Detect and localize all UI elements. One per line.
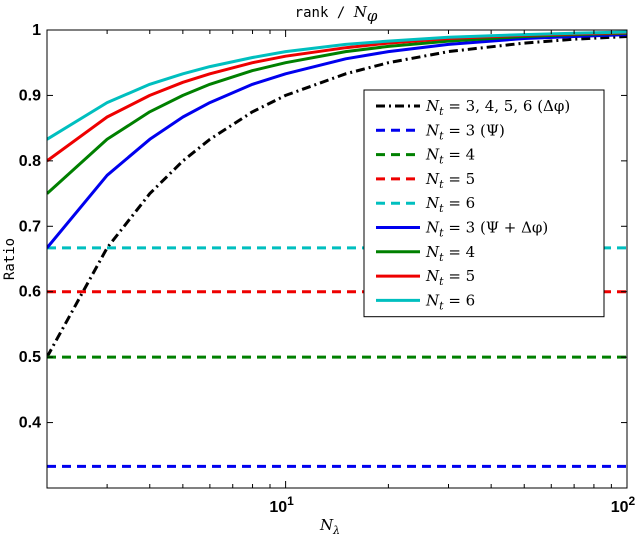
legend-label: Nt = 3, 4, 5, 6 (Δφ) — [425, 97, 570, 118]
legend-label: Nt = 3 (Ψ + Δφ) — [425, 219, 548, 240]
y-tick-label: 0.4 — [19, 415, 41, 432]
x-axis-label: Nλ — [319, 516, 340, 537]
legend-label: Nt = 3 (Ψ) — [425, 121, 505, 142]
legend-label: Nt = 5 — [425, 267, 475, 288]
legend-box — [363, 89, 605, 318]
x-tick-label: 101 — [269, 494, 294, 516]
plot-area: 0.4 0.5 0.6 0.7 0.8 0.9 1 101 102 rank / Nφ Nλ Rati… — [2, 3, 636, 537]
series-line-1 — [47, 35, 627, 358]
y-tick-label: 0.8 — [19, 153, 41, 170]
series-line-9 — [47, 30, 627, 141]
y-tick-label: 1 — [32, 22, 41, 39]
legend-label: Nt = 4 — [425, 146, 475, 167]
y-tick-label: 0.6 — [19, 284, 41, 301]
chart-title: rank / Nφ — [295, 3, 378, 25]
legend-label: Nt = 6 — [425, 194, 475, 215]
y-axis-label: Ratio — [2, 238, 18, 280]
x-tick-label: 102 — [611, 494, 636, 516]
legend-label: Nt = 5 — [425, 170, 475, 191]
y-tick-label: 0.5 — [19, 349, 41, 366]
legend-label: Nt = 4 — [425, 243, 475, 264]
series-line-6 — [47, 33, 627, 249]
y-tick-label: 0.9 — [19, 87, 41, 104]
y-tick-label: 0.7 — [19, 218, 41, 235]
legend-label: Nt = 6 — [425, 291, 475, 312]
legend: Nt = 3, 4, 5, 6 (Δφ) Nt = 3 (Ψ) Nt = 4 Nt =… — [363, 89, 605, 318]
axes-frame — [46, 29, 628, 489]
